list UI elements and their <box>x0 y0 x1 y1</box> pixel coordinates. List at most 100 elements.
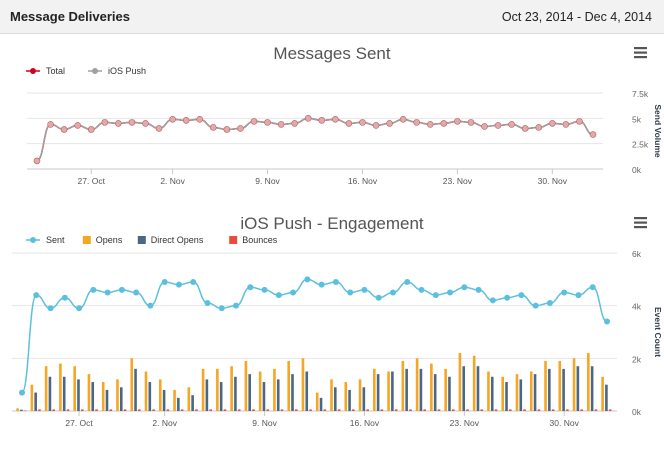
data-point <box>209 124 217 131</box>
bar-bounces <box>80 409 84 411</box>
bar-direct-opens <box>362 387 366 411</box>
bar-bounces <box>309 409 312 411</box>
data-point <box>161 278 168 285</box>
data-point <box>204 300 211 307</box>
bar-bounces <box>523 409 526 411</box>
chart-title: Messages Sent <box>273 44 390 63</box>
data-point <box>386 120 393 127</box>
bar-bounces <box>380 409 384 411</box>
bar-direct-opens <box>262 382 266 411</box>
bar-direct-opens <box>462 366 466 411</box>
data-point <box>33 292 40 299</box>
data-point <box>467 119 475 126</box>
bar-opens <box>287 360 290 411</box>
data-point <box>218 305 225 312</box>
bar-bounces <box>608 409 612 411</box>
legend-marker <box>92 68 98 74</box>
data-point <box>518 292 525 299</box>
bar-direct-opens <box>334 387 337 411</box>
bar-direct-opens <box>376 374 380 411</box>
data-point <box>196 116 204 123</box>
x-tick-label: 2. Nov <box>160 176 185 186</box>
bar-bounces <box>109 409 113 411</box>
bar-direct-opens <box>605 384 608 411</box>
data-point <box>47 305 54 312</box>
y-axis-title: Event Count <box>653 307 663 357</box>
bar-bounces <box>223 409 227 411</box>
data-point <box>332 278 339 285</box>
data-point <box>264 119 271 126</box>
bar-opens <box>544 360 547 411</box>
hamburger-menu-icon[interactable] <box>634 47 647 59</box>
bar-direct-opens <box>234 376 237 411</box>
data-point <box>404 278 411 285</box>
legend-item[interactable]: Sent <box>26 235 65 245</box>
bar-direct-opens <box>305 371 309 411</box>
data-point <box>345 120 353 127</box>
bar-bounces <box>451 409 455 411</box>
bar-opens <box>472 355 476 411</box>
data-point <box>304 276 311 283</box>
x-tick-label: 16. Nov <box>350 418 380 428</box>
data-point <box>604 318 610 325</box>
bar-opens <box>44 366 48 411</box>
date-range-label[interactable]: Oct 23, 2014 - Dec 4, 2014 <box>501 10 652 24</box>
legend-swatch <box>137 236 146 244</box>
menu-icon-bar <box>634 217 647 220</box>
bar-direct-opens <box>548 368 551 411</box>
y-tick-label: 2k <box>632 354 642 364</box>
data-point <box>47 121 54 128</box>
app-header: Message Deliveries Oct 23, 2014 - Dec 4,… <box>0 0 664 34</box>
bar-bounces <box>394 409 398 411</box>
legend-label: Direct Opens <box>151 235 204 245</box>
legend-item[interactable]: Opens <box>82 235 123 245</box>
legend-item[interactable]: Bounces <box>229 235 278 245</box>
bar-opens <box>529 371 533 411</box>
data-point <box>389 289 396 296</box>
data-point <box>432 292 439 299</box>
data-point <box>546 300 553 307</box>
bar-opens <box>587 353 590 411</box>
data-point <box>440 120 448 127</box>
bar-bounces <box>409 409 412 411</box>
x-tick-label: 2. Nov <box>152 418 177 428</box>
legend-item[interactable]: iOS Push <box>88 66 146 76</box>
bar-direct-opens <box>162 389 166 411</box>
bar-direct-opens <box>348 389 351 411</box>
bar-bounces <box>95 409 98 411</box>
data-point <box>250 118 258 125</box>
bar-bounces <box>294 409 298 411</box>
bar-opens <box>501 376 505 411</box>
bar-direct-opens <box>562 368 565 411</box>
bar-bounces <box>209 409 212 411</box>
hamburger-menu-icon[interactable] <box>634 217 647 229</box>
bar-bounces <box>366 409 369 411</box>
data-point <box>575 292 582 299</box>
bar-direct-opens <box>177 397 180 411</box>
legend-item[interactable]: Total <box>26 66 65 76</box>
menu-icon-bar <box>634 47 647 50</box>
y-tick-label: 0k <box>632 165 642 175</box>
bar-opens <box>558 360 562 411</box>
bar-bounces <box>38 409 41 411</box>
bar-direct-opens <box>419 368 423 411</box>
bar-direct-opens <box>519 379 523 411</box>
data-point <box>549 120 556 127</box>
legend-label: iOS Push <box>108 66 146 76</box>
bar-bounces <box>437 409 441 411</box>
data-point <box>277 121 285 128</box>
bar-bounces <box>138 409 141 411</box>
bar-bounces <box>23 410 27 411</box>
bar-bounces <box>580 409 583 411</box>
bar-direct-opens <box>405 368 408 411</box>
bar-direct-opens <box>119 387 123 411</box>
data-point <box>475 286 482 293</box>
bar-opens <box>158 379 162 411</box>
bar-opens <box>601 376 604 411</box>
legend-item[interactable]: Direct Opens <box>137 235 204 245</box>
x-tick-label: 16. Nov <box>348 176 378 186</box>
bar-opens <box>244 360 248 411</box>
data-point <box>461 284 468 291</box>
bar-opens <box>373 368 376 411</box>
data-point <box>118 286 125 293</box>
